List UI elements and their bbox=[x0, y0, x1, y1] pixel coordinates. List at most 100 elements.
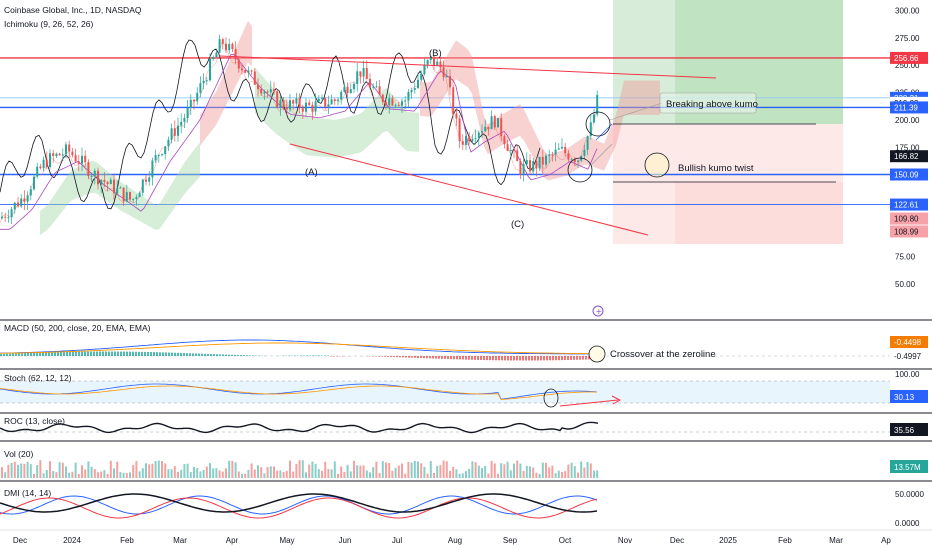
volume-bar bbox=[129, 472, 131, 478]
candle-body bbox=[212, 57, 215, 60]
candle-body bbox=[330, 99, 333, 105]
plus-icon[interactable] bbox=[592, 305, 604, 317]
candle-body bbox=[132, 198, 135, 200]
price-tag-box bbox=[890, 198, 928, 211]
macd-bar bbox=[405, 356, 407, 358]
candle-body bbox=[106, 181, 109, 185]
macd-bar bbox=[231, 354, 233, 356]
price-tag: 109.80 bbox=[894, 215, 919, 224]
candle-body bbox=[346, 86, 349, 93]
candle-body bbox=[369, 78, 371, 88]
candle-body bbox=[298, 98, 301, 109]
candle-body bbox=[109, 179, 112, 185]
volume-bar bbox=[378, 473, 381, 478]
volume-bar bbox=[433, 472, 435, 478]
time-tick: Nov bbox=[618, 536, 632, 545]
macd-bar bbox=[447, 356, 449, 360]
macd-bar bbox=[249, 355, 251, 356]
macd-bar bbox=[78, 351, 80, 356]
roc-label: ROC (13, close) bbox=[4, 416, 65, 426]
volume-bar bbox=[394, 468, 397, 478]
volume-bar bbox=[519, 463, 522, 478]
volume-bar bbox=[71, 471, 74, 478]
macd-bar bbox=[192, 353, 194, 356]
volume-bar bbox=[135, 461, 138, 478]
macd-bar bbox=[435, 356, 437, 359]
macd-bar bbox=[411, 356, 413, 358]
volume-bar bbox=[506, 461, 509, 478]
volume-bar bbox=[522, 470, 525, 478]
candle-body bbox=[196, 92, 199, 102]
macd-bar bbox=[456, 356, 458, 360]
candle-body bbox=[42, 159, 45, 169]
stoch-band bbox=[0, 381, 890, 403]
macd-pane bbox=[0, 339, 890, 361]
candle-body bbox=[522, 164, 525, 175]
volume-bar bbox=[583, 467, 586, 478]
volume-bar bbox=[493, 463, 496, 478]
time-axis[interactable]: Dec 2024 Feb Mar Apr May Jun Jul Aug Sep Oct Nov Dec… bbox=[13, 536, 892, 545]
macd-tag1-box bbox=[890, 336, 928, 348]
macd-bar bbox=[525, 356, 527, 361]
macd-bar bbox=[414, 356, 416, 358]
candle-body bbox=[193, 99, 195, 102]
time-tick: Jul bbox=[392, 536, 402, 545]
volume-bar bbox=[225, 468, 227, 478]
volume-bar bbox=[577, 472, 579, 478]
wave-a-label: (A) bbox=[305, 167, 318, 178]
macd-bar bbox=[54, 352, 56, 356]
volume-bar bbox=[17, 464, 19, 478]
volume-bar bbox=[503, 464, 506, 478]
dmi-plus bbox=[0, 495, 598, 515]
volume-bar bbox=[180, 469, 183, 478]
macd-bar bbox=[150, 352, 152, 356]
time-tick: Dec bbox=[13, 536, 27, 545]
macd-bar bbox=[207, 353, 209, 356]
candle-body bbox=[218, 39, 221, 53]
ichimoku-lines bbox=[0, 39, 598, 230]
price-axis[interactable]: 325.00300.00275.00250.00225.00200.00175.… bbox=[895, 0, 920, 290]
candle-body bbox=[209, 59, 211, 81]
volume-bar bbox=[33, 473, 35, 478]
macd-bar bbox=[561, 356, 563, 361]
macd-bar bbox=[48, 352, 50, 356]
twist-circle-right bbox=[644, 152, 670, 178]
macd-bar bbox=[450, 356, 452, 360]
candle-body bbox=[199, 83, 202, 93]
macd-bar bbox=[243, 355, 245, 356]
breaking-label-box bbox=[659, 92, 757, 114]
volume-bar bbox=[97, 472, 99, 478]
time-tick: 2025 bbox=[719, 536, 737, 545]
candle-body bbox=[228, 43, 231, 51]
volume-bar bbox=[369, 472, 371, 478]
time-tick: Dec bbox=[670, 536, 684, 545]
volume-bar bbox=[500, 463, 503, 478]
volume-bar bbox=[490, 460, 493, 478]
volume-bar bbox=[308, 464, 311, 478]
macd-bar bbox=[573, 356, 575, 360]
roc-tag: 35.56 bbox=[894, 426, 915, 435]
stoch-circle bbox=[543, 388, 559, 408]
macd-bar bbox=[30, 352, 32, 356]
macd-bar bbox=[126, 351, 128, 356]
volume-bar bbox=[548, 467, 551, 478]
volume-bar bbox=[381, 461, 384, 478]
candle-body bbox=[279, 100, 282, 108]
wave-c-label: (C) bbox=[511, 219, 524, 230]
candle-body bbox=[189, 99, 192, 108]
dmi-minus bbox=[0, 497, 598, 519]
volume-bar bbox=[535, 472, 538, 478]
candle-body bbox=[74, 155, 77, 162]
macd-bar bbox=[399, 356, 401, 358]
macd-bar bbox=[504, 356, 506, 361]
candle-body bbox=[532, 160, 535, 172]
candle-body bbox=[301, 108, 304, 112]
price-tag-box bbox=[890, 51, 928, 64]
macd-bar bbox=[468, 356, 470, 360]
macd-bar bbox=[513, 356, 515, 361]
volume-bar bbox=[45, 470, 48, 478]
volume-bar bbox=[164, 463, 167, 478]
macd-bar bbox=[57, 352, 59, 356]
macd-bar bbox=[465, 356, 467, 360]
